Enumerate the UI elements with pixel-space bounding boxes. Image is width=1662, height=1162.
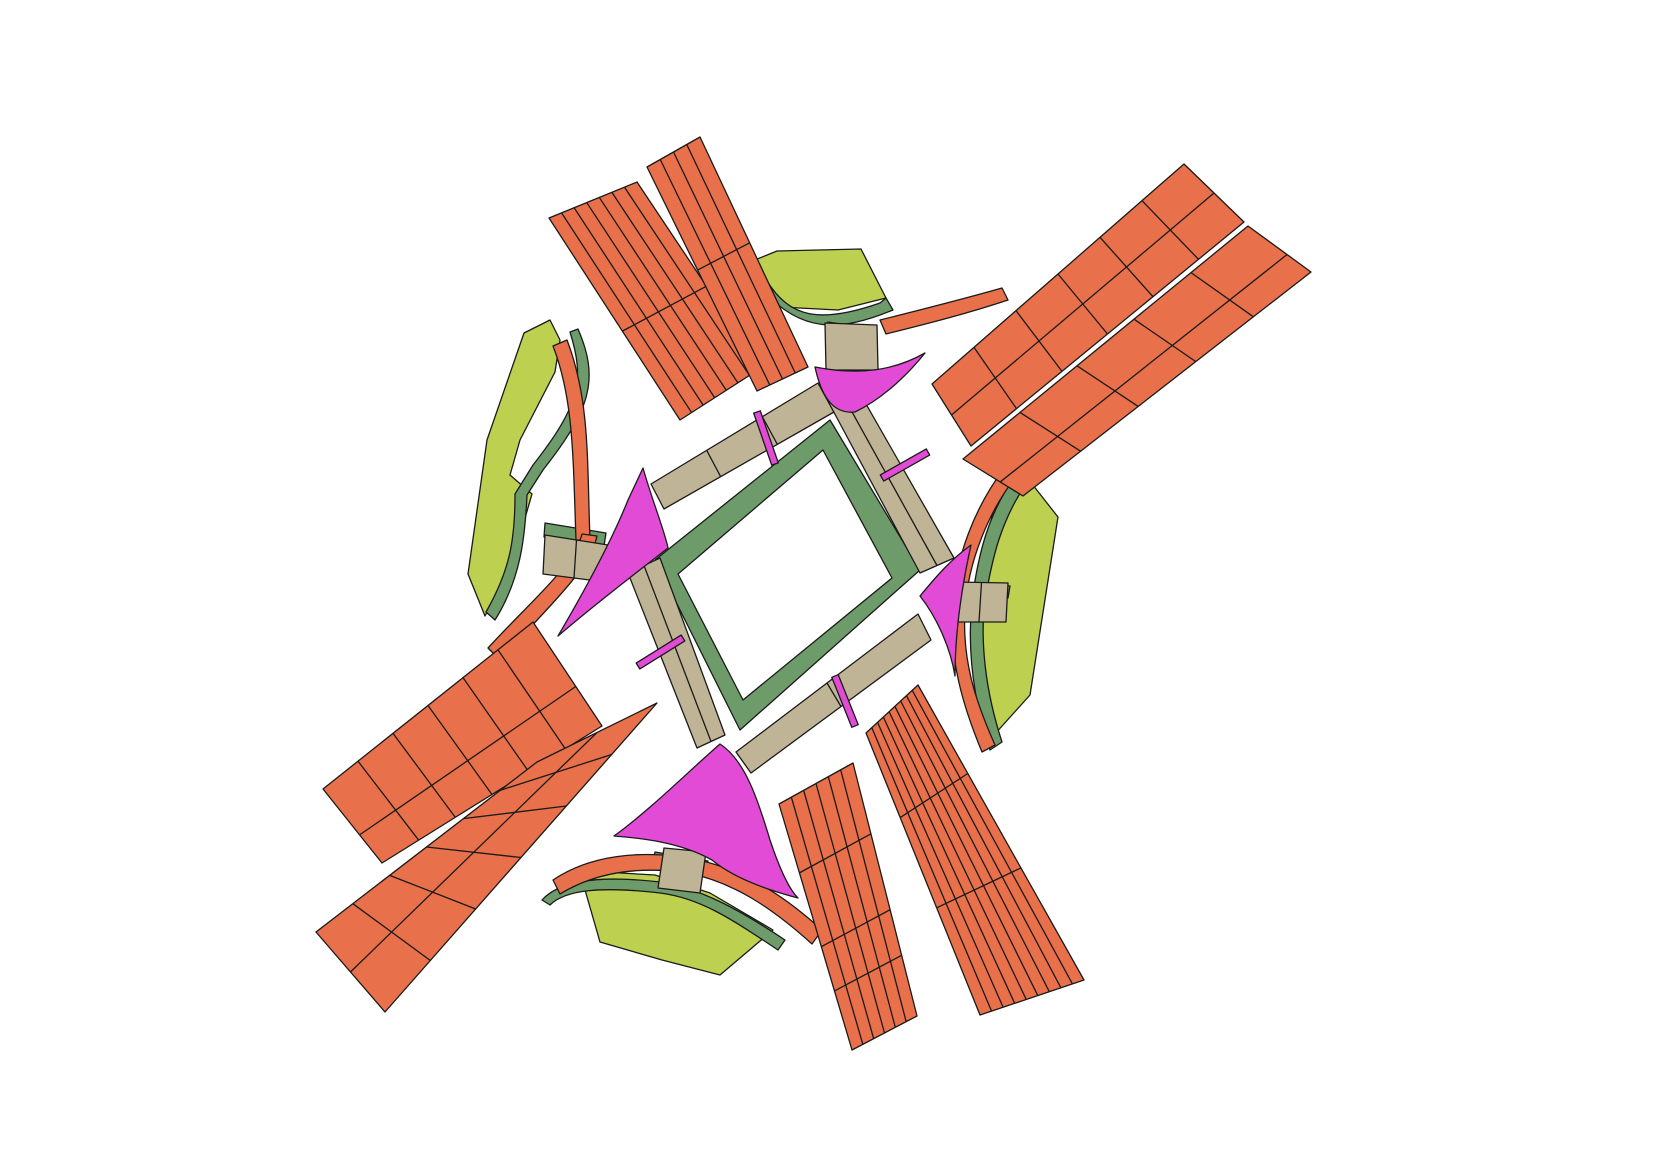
island-east xyxy=(919,544,972,677)
refuge-south-east xyxy=(831,674,859,728)
road-lanes xyxy=(315,136,1312,1051)
lanes-south-west-divider xyxy=(790,796,864,1045)
lanes-west-upper-divider xyxy=(392,732,456,818)
lanes-east-lower xyxy=(962,225,1312,497)
lanes-south-east-divider xyxy=(888,711,1027,1000)
refuge-north-west xyxy=(753,410,779,466)
ramp-north-east xyxy=(879,287,1009,335)
lanes-south-west-divider xyxy=(815,783,886,1034)
crosswalk-south-east-diagonal-divider xyxy=(826,682,842,707)
lanes-west-upper-cut xyxy=(359,685,577,836)
lanes-north-west-divider xyxy=(623,186,750,376)
lanes-south-west-cut xyxy=(799,833,872,874)
lanes-east-lower-divider xyxy=(1019,411,1081,452)
lanes-north-west-divider xyxy=(561,212,693,413)
crosswalk-east-divider xyxy=(978,582,983,623)
lanes-east-lower-divider xyxy=(1133,318,1197,363)
island-south xyxy=(613,743,799,899)
crosswalk-south xyxy=(657,847,707,894)
lanes-south-west-divider xyxy=(840,769,907,1022)
lanes-east-upper-cut xyxy=(951,192,1215,416)
lanes-north-west-cut xyxy=(622,285,707,332)
lanes-south-east-divider xyxy=(871,727,993,1012)
lanes-north-east-cut xyxy=(697,242,750,271)
lanes-east-lower-divider xyxy=(1076,365,1139,407)
island-north xyxy=(814,352,926,413)
lanes-south-west-cut xyxy=(821,909,891,948)
crosswalk-west-divider xyxy=(573,539,578,579)
lanes-west-upper-divider xyxy=(497,649,566,750)
lanes-north-west-divider xyxy=(586,202,716,399)
lanes-south-west-divider xyxy=(827,776,896,1028)
crosswalk-south-west-diagonal-divider xyxy=(643,565,712,742)
refuge-south-west xyxy=(635,634,686,670)
lanes-north-west-divider xyxy=(598,197,727,391)
lanes-south-east-divider xyxy=(911,690,1074,985)
lanes-south-west-cut xyxy=(834,954,902,992)
lanes-south-east-divider xyxy=(882,716,1016,1004)
crosswalk-north-west-diagonal-divider xyxy=(706,450,722,477)
lanes-south-east-divider xyxy=(900,700,1050,992)
lanes-south-east-divider xyxy=(876,722,1004,1008)
median-east xyxy=(969,469,1031,751)
lanes-north-west-divider xyxy=(611,191,739,384)
median-north xyxy=(759,280,894,326)
refuge-north-east xyxy=(879,448,931,482)
crosswalk-north-west-diagonal-divider xyxy=(761,416,778,445)
lanes-south-east-cut xyxy=(936,867,1022,909)
lanes-north-west-divider xyxy=(573,207,704,406)
island-west xyxy=(557,467,669,637)
lanes-east-lower-cut xyxy=(999,254,1288,483)
lanes-west-upper-divider xyxy=(462,677,530,773)
lanes-south-east-divider xyxy=(905,695,1062,989)
crosswalk-north xyxy=(824,322,879,371)
lanes-south-west-divider xyxy=(803,790,875,1039)
lanes-north-east-divider xyxy=(686,144,796,374)
lanes-north-east-divider xyxy=(672,151,784,380)
lanes-east-lower-divider xyxy=(1190,272,1254,318)
lanes-west-upper-divider xyxy=(357,760,420,841)
lanes-west-upper-divider xyxy=(427,705,493,795)
lanes-north-east-divider xyxy=(659,159,771,386)
traffic-islands xyxy=(557,352,972,899)
lanes-west-lower-cut xyxy=(350,732,598,973)
lanes-south-east-cut xyxy=(899,772,969,819)
lanes-south-east-divider xyxy=(894,706,1039,996)
